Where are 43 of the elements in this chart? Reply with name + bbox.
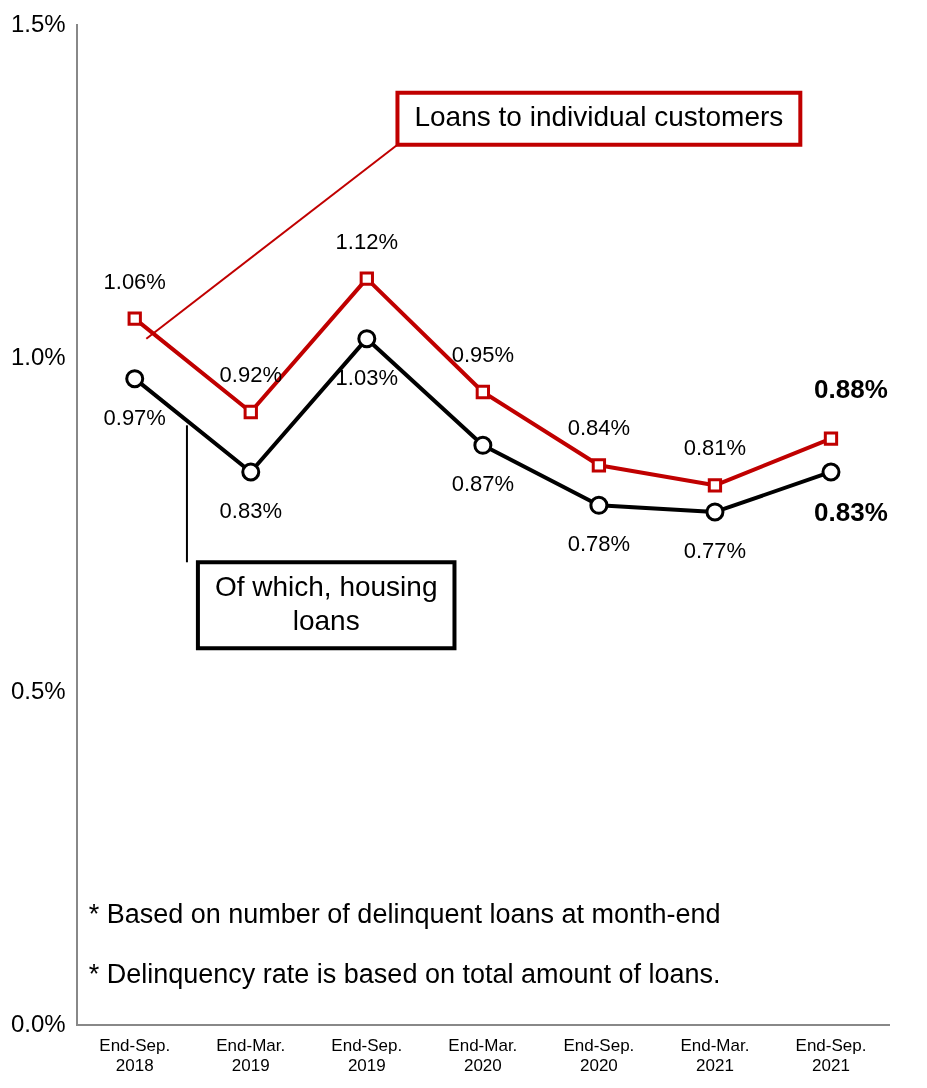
y-tick-label: 1.0%	[11, 343, 66, 371]
point	[821, 462, 841, 482]
point	[359, 271, 374, 286]
point	[705, 502, 725, 522]
point	[591, 458, 607, 473]
data-label: 0.81%	[683, 435, 747, 461]
x-tick-label: End-Sep. 2019	[331, 1036, 403, 1076]
x-tick-label: End-Mar. 2021	[680, 1036, 750, 1076]
data-label: 0.83%	[219, 498, 282, 524]
data-label: 1.12%	[335, 228, 398, 254]
data-label: 0.92%	[219, 362, 282, 388]
text: Of which, housing loans	[214, 571, 438, 636]
point	[473, 435, 493, 455]
y-tick-label: 0.0%	[11, 1009, 66, 1037]
point	[127, 311, 142, 326]
x-tick-label: End-Sep. 2020	[563, 1036, 635, 1076]
point	[243, 404, 258, 420]
point	[475, 384, 491, 400]
point	[707, 478, 723, 493]
y-tick-label: 1.5%	[11, 10, 66, 38]
data-label: 0.84%	[567, 415, 631, 441]
text: Loans to individual customers	[414, 101, 784, 133]
y-tick-label: 0.5%	[11, 676, 66, 704]
data-label: 1.03%	[335, 364, 398, 390]
x-tick-label: End-Mar. 2020	[448, 1036, 518, 1076]
data-label: 0.77%	[683, 538, 747, 564]
data-label: 0.95%	[451, 342, 515, 368]
x-tick-label: End-Sep. 2018	[99, 1036, 171, 1076]
point	[241, 462, 261, 482]
point	[125, 369, 145, 389]
annotation: * Delinquency rate is based on total amount of loans.	[88, 958, 721, 989]
data-label: 0.83%	[814, 497, 888, 528]
data-label: 0.78%	[567, 531, 631, 557]
data-label: 0.88%	[814, 373, 888, 404]
data-label: 0.97%	[103, 404, 166, 430]
data-label: 1.06%	[103, 268, 166, 294]
point	[823, 431, 839, 446]
point	[589, 495, 609, 515]
point	[357, 329, 377, 349]
annotation: * Based on number of delinquent loans at month-end	[88, 898, 721, 929]
x-tick-label: End-Mar. 2019	[216, 1036, 286, 1076]
x-tick-label: End-Sep. 2021	[795, 1036, 867, 1076]
data-label: 0.87%	[451, 471, 515, 497]
